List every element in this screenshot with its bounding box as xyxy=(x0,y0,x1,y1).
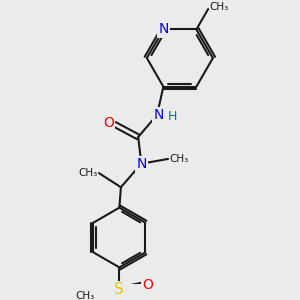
Text: CH₃: CH₃ xyxy=(78,168,97,178)
Text: O: O xyxy=(103,116,114,130)
Text: N: N xyxy=(154,108,164,122)
Text: CH₃: CH₃ xyxy=(210,2,229,13)
Text: N: N xyxy=(136,157,146,171)
Text: CH₃: CH₃ xyxy=(75,291,94,300)
Text: O: O xyxy=(142,278,153,292)
Text: H: H xyxy=(168,110,177,123)
Text: CH₃: CH₃ xyxy=(169,154,189,164)
Text: N: N xyxy=(158,22,169,37)
Text: S: S xyxy=(115,282,124,297)
